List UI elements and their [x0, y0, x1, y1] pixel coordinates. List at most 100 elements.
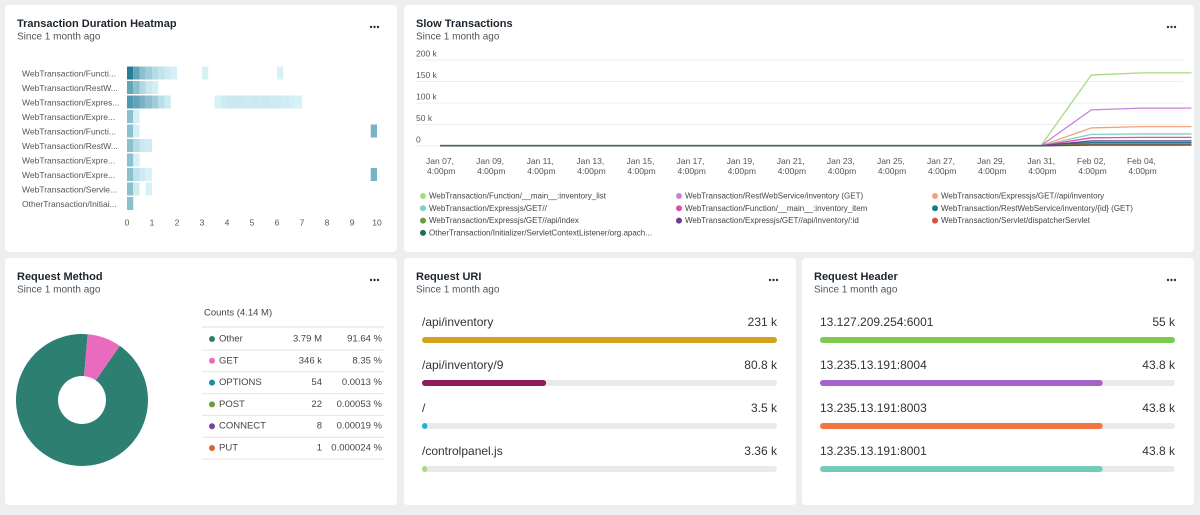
menu-dot[interactable]: [1174, 26, 1176, 28]
x-tick-label: 4: [225, 217, 230, 227]
menu-dot[interactable]: [377, 26, 379, 28]
heat-cell: [127, 67, 133, 80]
menu-dot[interactable]: [1167, 26, 1169, 28]
heat-cell: [258, 96, 264, 109]
x-tick-label: Feb 02, 4:00pm: [1076, 156, 1107, 176]
count-label: 3.79 M: [293, 334, 322, 345]
x-tick-label: Jan 27, 4:00pm: [926, 156, 957, 176]
heat-cell: [133, 67, 139, 80]
heat-cell: [171, 67, 177, 80]
heat-cell: [146, 96, 152, 109]
bar-track: [422, 466, 777, 472]
legend-label: POST: [219, 399, 245, 410]
menu-dot[interactable]: [1174, 279, 1176, 281]
count-label: 54: [311, 377, 322, 388]
panel-subtitle: Since 1 month ago: [416, 32, 500, 43]
row-label: WebTransaction/RestW...: [22, 83, 118, 93]
x-tick-label: 2: [175, 217, 180, 227]
legend-label: CONNECT: [219, 421, 266, 432]
panel-title: Request Header: [814, 271, 898, 283]
heat-cell: [290, 96, 296, 109]
legend-swatch: [932, 218, 938, 224]
menu-dot[interactable]: [373, 26, 375, 28]
legend-swatch: [209, 445, 215, 451]
heat-cell: [127, 81, 133, 94]
y-tick-label: 50 k: [416, 113, 433, 123]
heat-cell: [152, 67, 158, 80]
heat-cell: [215, 96, 221, 109]
x-tick-label: Jan 13, 4:00pm: [575, 156, 606, 176]
bar-label: 13.235.13.191:8004: [820, 358, 927, 372]
count-label: 22: [311, 399, 322, 410]
legend-swatch: [420, 205, 426, 211]
value-label: 3.36 k: [744, 444, 778, 458]
panel-title: Transaction Duration Heatmap: [17, 18, 177, 30]
x-tick-label: 9: [350, 217, 355, 227]
heat-cell: [158, 67, 164, 80]
x-tick-label: 10: [372, 217, 382, 227]
x-tick-label: Jan 15, 4:00pm: [625, 156, 656, 176]
x-tick-label: 1: [150, 217, 155, 227]
x-tick-label: Jan 09, 4:00pm: [475, 156, 506, 176]
heat-cell: [133, 125, 139, 138]
row-label: WebTransaction/Servle...: [22, 184, 117, 194]
heat-cell: [133, 81, 139, 94]
menu-dot[interactable]: [1170, 26, 1172, 28]
menu-dot[interactable]: [776, 279, 778, 281]
heat-cell: [165, 67, 171, 80]
legend-swatch: [932, 205, 938, 211]
legend-label: WebTransaction/Function/__main__:invento…: [685, 204, 868, 213]
menu-dot[interactable]: [1170, 279, 1172, 281]
heat-cell: [165, 96, 171, 109]
heat-cell: [158, 96, 164, 109]
menu-dot[interactable]: [772, 279, 774, 281]
count-label: 8: [317, 421, 322, 432]
heat-cell: [265, 96, 271, 109]
bar-label: /api/inventory/9: [422, 358, 504, 372]
x-tick-label: Jan 25, 4:00pm: [876, 156, 907, 176]
x-tick-label: 8: [325, 217, 330, 227]
menu-dot[interactable]: [370, 279, 372, 281]
legend-swatch: [676, 218, 682, 224]
value-label: 3.5 k: [751, 401, 778, 415]
heat-cell: [133, 139, 139, 152]
legend-swatch: [932, 193, 938, 199]
heat-cell: [296, 96, 302, 109]
value-label: 43.8 k: [1142, 444, 1176, 458]
x-tick-label: Jan 23, 4:00pm: [825, 156, 856, 176]
heat-cell: [252, 96, 258, 109]
heat-cell: [127, 197, 133, 210]
menu-dot[interactable]: [373, 279, 375, 281]
heat-cell: [140, 139, 146, 152]
legend-swatch: [420, 193, 426, 199]
x-tick-label: Jan 19, 4:00pm: [725, 156, 756, 176]
heat-cell: [133, 110, 139, 123]
value-label: 231 k: [748, 315, 778, 329]
row-label: WebTransaction/Expre...: [22, 155, 115, 165]
heat-cell: [146, 168, 152, 181]
panel-subtitle: Since 1 month ago: [17, 32, 101, 43]
menu-dot[interactable]: [377, 279, 379, 281]
heat-cell: [133, 96, 139, 109]
x-tick-label: Jan 07, 4:00pm: [425, 156, 456, 176]
row-label: WebTransaction/RestW...: [22, 141, 118, 151]
legend-label: GET: [219, 355, 239, 366]
heat-cell: [146, 139, 152, 152]
row-label: WebTransaction/Expre...: [22, 112, 115, 122]
heat-cell: [152, 81, 158, 94]
y-tick-label: 0: [416, 134, 421, 144]
row-label: WebTransaction/Functi...: [22, 68, 116, 78]
panel-subtitle: Since 1 month ago: [416, 285, 500, 296]
legend-label: WebTransaction/Servlet/dispatcherServlet: [941, 216, 1091, 225]
heat-cell: [140, 67, 146, 80]
panel: [404, 5, 1194, 252]
menu-dot[interactable]: [370, 26, 372, 28]
legend-label: WebTransaction/Function/__main__:invento…: [429, 192, 607, 201]
menu-dot[interactable]: [769, 279, 771, 281]
heat-cell: [152, 96, 158, 109]
value-label: 43.8 k: [1142, 401, 1176, 415]
legend-swatch: [209, 401, 215, 407]
menu-dot[interactable]: [1167, 279, 1169, 281]
heat-cell: [283, 96, 289, 109]
heat-cell: [246, 96, 252, 109]
